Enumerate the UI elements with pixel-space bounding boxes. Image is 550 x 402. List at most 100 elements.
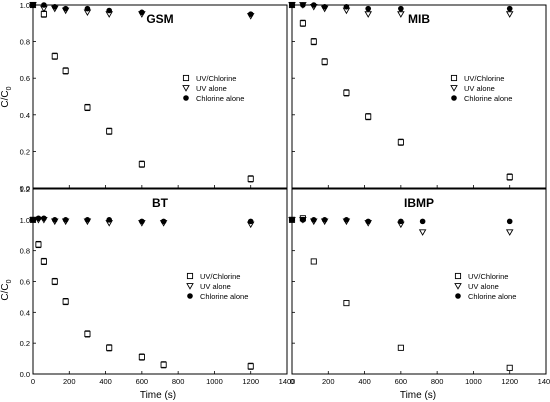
panel-ibmp: IBMP 0 200 400 600 800 1000 1200 1400 UV/Chlorine… [288, 188, 550, 386]
mib-uv-chlorine-point [343, 89, 350, 96]
ibmp-legend-chlorine-alone-marker [455, 293, 461, 299]
gsm-chlorine-alone-point [51, 4, 58, 10]
mib-legend-uv-alone-marker [450, 85, 458, 92]
bt-uv-chlorine-point [138, 353, 145, 361]
ibmp-chlorine-alone-point [398, 218, 404, 225]
mib-chlorine-alone-point [289, 2, 295, 8]
gsm-chlorine-alone-point [139, 9, 145, 16]
ibmp-chlorine-alone-point [506, 218, 513, 225]
bt-legend-chlorine-alone-marker [187, 293, 193, 299]
y-axis-label-bottom: C/C0 [0, 279, 13, 300]
bt-xtick-label: 1200 [242, 377, 259, 386]
gsm-uv-chlorine-point [84, 104, 91, 111]
bt-xtick-label: 1000 [206, 377, 223, 386]
bt-ytick-label: 0.0 [20, 370, 30, 379]
mib-legend-uv-chlorine-marker [450, 74, 458, 82]
bt-ytick-label: 0.6 [20, 278, 30, 287]
bt-chlorine-alone-point [84, 217, 91, 223]
x-axis-label-right: Time (s) [400, 390, 436, 401]
gsm-title: GSM [146, 12, 173, 26]
mib-title: MIB [408, 12, 430, 26]
gsm-legend-uv-alone-marker [182, 85, 190, 92]
bt-chlorine-alone-point [160, 218, 167, 225]
mib-legend-chlorine-alone-label: Chlorine alone [464, 94, 512, 103]
bt-chlorine-alone-point [139, 218, 145, 225]
gsm-chlorine-alone-point [247, 11, 254, 17]
ibmp-xtick-label: 0 [290, 377, 294, 386]
gsm-chlorine-alone-point [41, 2, 47, 8]
ibmp-chlorine-alone-point [321, 217, 328, 223]
bt-xtick-label: 0 [31, 377, 35, 386]
mib-uv-alone-point [364, 11, 372, 18]
ibmp-title: IBMP [404, 196, 434, 210]
ibmp-xtick-label: 400 [358, 377, 371, 386]
bt-chlorine-alone-point [51, 217, 58, 223]
bt-chlorine-alone-point [41, 215, 47, 222]
x-axis-label-left: Time (s) [140, 390, 176, 401]
ibmp-uv-chlorine-point [506, 364, 513, 371]
bt-ytick-label: 0.4 [20, 308, 30, 317]
ibmp-chlorine-alone-point [300, 217, 306, 223]
mib-chlorine-alone-point [310, 2, 317, 8]
ibmp-legend-uv-chlorine-marker [454, 272, 462, 280]
bt-ytick-label: 0.8 [20, 247, 30, 256]
ibmp-chlorine-alone-point [310, 217, 317, 223]
bt-xtick-label: 200 [63, 377, 76, 386]
bt-chlorine-alone-point [106, 217, 112, 223]
bt-legend-uv-chlorine-label: UV/Chlorine [200, 272, 240, 281]
mib-uv-chlorine-point [310, 38, 317, 45]
gsm-legend-uv-alone-label: UV alone [196, 84, 227, 93]
ibmp-uv-alone-point [418, 229, 427, 236]
ibmp-uv-chlorine-point [310, 258, 317, 265]
ibmp-uv-alone-point [505, 229, 514, 236]
bt-xtick-label: 600 [136, 377, 149, 386]
mib-chlorine-alone-point [365, 5, 372, 12]
mib-chlorine-alone-point [321, 4, 328, 10]
mib-legend-uv-alone-label: UV alone [464, 84, 495, 93]
bt-chlorine-alone-point [62, 217, 69, 223]
ibmp-uv-chlorine-point [343, 300, 350, 307]
gsm-ytick-label: 1.0 [20, 1, 30, 10]
bt-uv-chlorine-point [51, 278, 58, 285]
ibmp-legend-uv-chlorine-label: UV/Chlorine [468, 272, 508, 281]
gsm-legend-uv-chlorine-label: UV/Chlorine [196, 74, 236, 83]
mib-uv-chlorine-point [321, 58, 328, 65]
bt-xtick-label: 1400 [279, 377, 296, 386]
gsm-ytick-label: 0.2 [20, 147, 30, 156]
mib-frame [291, 4, 547, 189]
gsm-ytick-label: 0.6 [20, 74, 30, 83]
bt-ytick-label: 0.2 [20, 339, 30, 348]
mib-uv-alone-point [505, 11, 514, 18]
gsm-chlorine-alone-point [30, 2, 36, 8]
ibmp-chlorine-alone-point [343, 217, 350, 223]
bt-ytick-label: 1.0 [20, 216, 30, 225]
gsm-uv-chlorine-point [106, 128, 113, 135]
gsm-uv-chlorine-point [62, 67, 69, 74]
ibmp-xtick-label: 600 [395, 377, 408, 386]
mib-uv-chlorine-point [397, 139, 404, 146]
bt-xtick-label: 400 [99, 377, 112, 386]
gsm-ytick-label: 0.4 [20, 111, 30, 120]
mib-chlorine-alone-point [300, 2, 306, 8]
ibmp-legend-chlorine-alone-label: Chlorine alone [468, 292, 516, 301]
gsm-uv-chlorine-point [51, 53, 58, 60]
ibmp-xtick-label: 1200 [501, 377, 518, 386]
ibmp-chlorine-alone-point [419, 218, 426, 225]
bt-uv-chlorine-point [247, 363, 254, 370]
ibmp-xtick-label: 1400 [538, 377, 550, 386]
gsm-ytick-label: 0.8 [20, 38, 30, 47]
bt-chlorine-alone-point [30, 217, 36, 223]
ibmp-xtick-label: 200 [322, 377, 335, 386]
bt-uv-chlorine-point [160, 361, 167, 368]
panel-bt: BT 0 200 400 600 800 1000 1200 1400 0.0 0.2 0.4 0.6 0… [20, 185, 296, 386]
bt-chlorine-alone-point [247, 218, 254, 225]
mib-uv-chlorine-point [365, 113, 372, 120]
gsm-chlorine-alone-point [84, 5, 91, 12]
ibmp-frame [291, 188, 547, 375]
mib-legend-uv-chlorine-label: UV/Chlorine [464, 74, 504, 83]
